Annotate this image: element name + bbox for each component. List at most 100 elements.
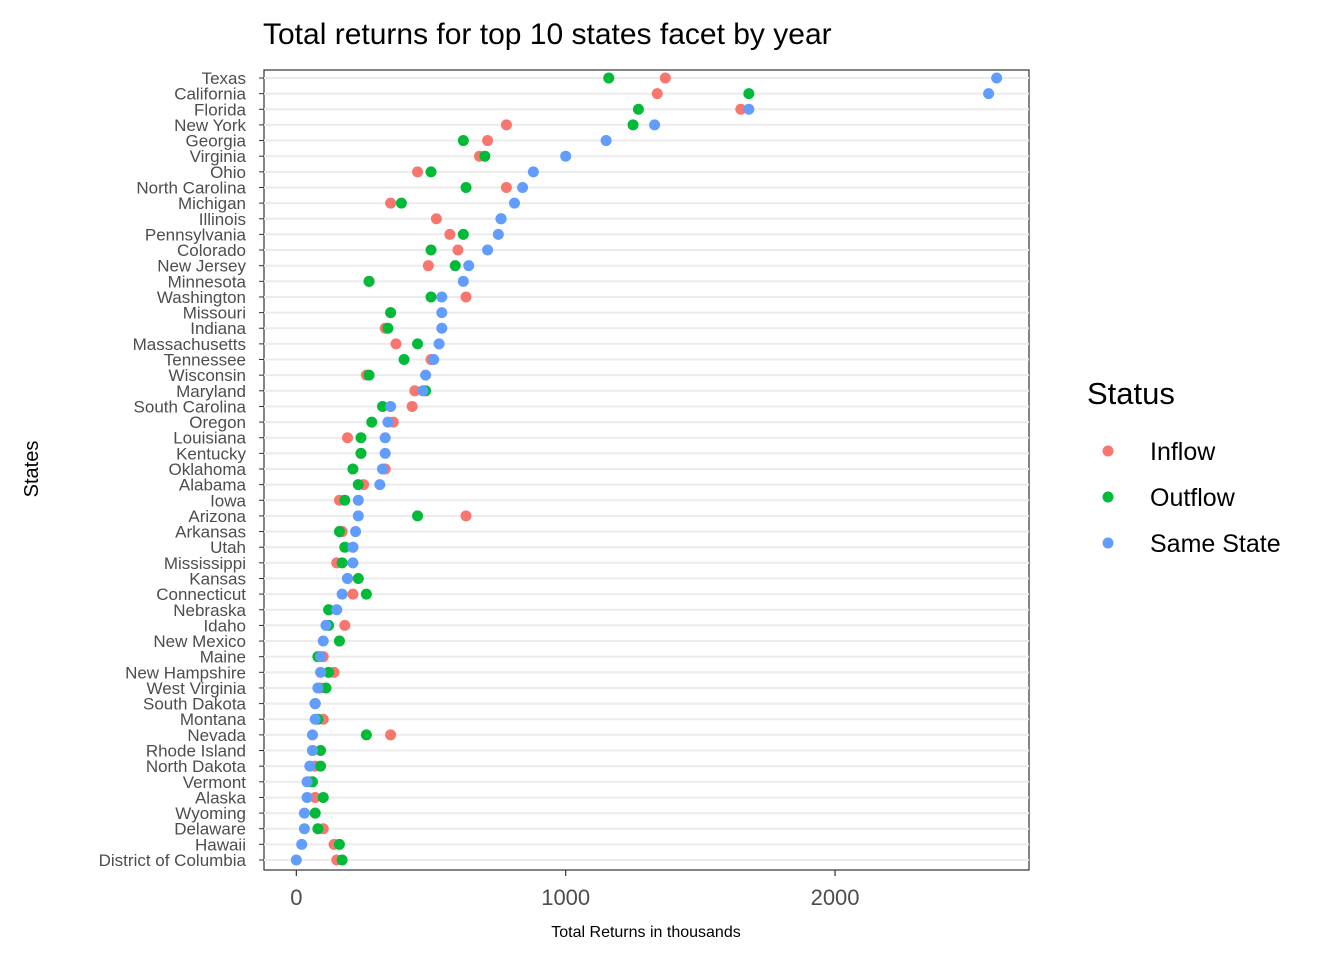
data-point [298, 823, 310, 835]
data-point [425, 291, 437, 303]
data-point [743, 103, 755, 115]
data-point [301, 776, 313, 788]
y-tick-label: Virginia [190, 147, 247, 166]
data-point [735, 103, 747, 115]
data-point [336, 854, 348, 866]
x-tick-label: 1000 [541, 885, 590, 910]
data-point [651, 88, 663, 100]
y-tick-label: Minnesota [168, 272, 247, 291]
y-tick-label: Kentucky [176, 444, 246, 463]
y-tick-label: West Virginia [146, 679, 246, 698]
data-point [350, 526, 362, 538]
y-tick-label: Rhode Island [146, 742, 246, 761]
data-point [377, 400, 389, 412]
data-point [290, 854, 302, 866]
data-point [366, 416, 378, 428]
x-axis-title: Total Returns in thousands [551, 924, 740, 941]
data-point [479, 150, 491, 162]
data-point [409, 385, 421, 397]
data-point [457, 275, 469, 287]
y-tick-label: Colorado [177, 241, 246, 260]
data-point [317, 791, 329, 803]
y-tick-label: Alaska [195, 788, 247, 807]
data-point [377, 463, 389, 475]
data-point [296, 838, 308, 850]
data-point [336, 557, 348, 569]
data-point [417, 385, 429, 397]
y-tick-label: California [174, 85, 246, 104]
y-tick-label: Oregon [189, 413, 246, 432]
data-point [436, 307, 448, 319]
y-tick-label: Texas [202, 69, 246, 88]
y-tick-label: Nevada [187, 726, 246, 745]
data-point [412, 338, 424, 350]
data-point [347, 541, 359, 553]
y-tick-label: Wisconsin [169, 366, 246, 385]
y-tick-label: Washington [157, 288, 246, 307]
y-axis-title: States [21, 441, 43, 498]
legend: Inflow Outflow Same State [1102, 438, 1281, 558]
y-tick-label: District of Columbia [99, 851, 247, 870]
y-tick-label: Louisiana [173, 429, 246, 448]
data-point [482, 244, 494, 256]
y-tick-label: New Jersey [157, 257, 246, 276]
data-point [382, 322, 394, 334]
data-point [492, 228, 504, 240]
data-point [460, 181, 472, 193]
data-point [385, 400, 397, 412]
y-tick-label: Connecticut [156, 585, 246, 604]
data-point [306, 729, 318, 741]
data-point [385, 307, 397, 319]
legend-label: Outflow [1150, 484, 1236, 512]
data-point [336, 588, 348, 600]
x-axis-ticks: 0 1000 2000 [290, 870, 860, 910]
data-point [420, 369, 432, 381]
data-point [339, 619, 351, 631]
y-tick-label: Wyoming [175, 804, 246, 823]
data-point [444, 228, 456, 240]
data-point [309, 807, 321, 819]
data-point [317, 635, 329, 647]
data-point [452, 244, 464, 256]
y-tick-label: Georgia [186, 132, 247, 151]
data-point [390, 338, 402, 350]
y-tick-label: Nebraska [173, 601, 246, 620]
data-point [374, 479, 386, 491]
y-tick-label: Ohio [210, 163, 246, 182]
data-point [500, 181, 512, 193]
data-point [315, 666, 327, 678]
data-point [320, 682, 332, 694]
data-point [425, 166, 437, 178]
data-point [632, 103, 644, 115]
data-point [457, 135, 469, 147]
data-point [347, 463, 359, 475]
data-point [460, 510, 472, 522]
data-point [352, 572, 364, 584]
data-point [342, 432, 354, 444]
data-point [385, 729, 397, 741]
data-point [333, 526, 345, 538]
y-tick-label: Arizona [188, 507, 246, 526]
data-point [355, 432, 367, 444]
data-point [603, 72, 615, 84]
data-point [339, 541, 351, 553]
data-point [527, 166, 539, 178]
legend-label: Same State [1150, 530, 1281, 558]
y-tick-label: Massachusetts [133, 335, 246, 354]
chart-title: Total returns for top 10 states facet by… [263, 18, 832, 51]
legend-key [1102, 537, 1114, 549]
data-point [309, 791, 321, 803]
data-point [560, 150, 572, 162]
y-tick-label: Missouri [183, 304, 246, 323]
data-point [339, 494, 351, 506]
data-point [363, 369, 375, 381]
y-tick-label: Mississippi [164, 554, 246, 573]
y-tick-label: Arkansas [175, 523, 246, 542]
data-point [406, 400, 418, 412]
data-point [309, 713, 321, 725]
y-tick-label: Michigan [178, 194, 246, 213]
y-tick-label: Oklahoma [169, 460, 247, 479]
y-tick-label: South Dakota [143, 695, 247, 714]
data-point [333, 838, 345, 850]
